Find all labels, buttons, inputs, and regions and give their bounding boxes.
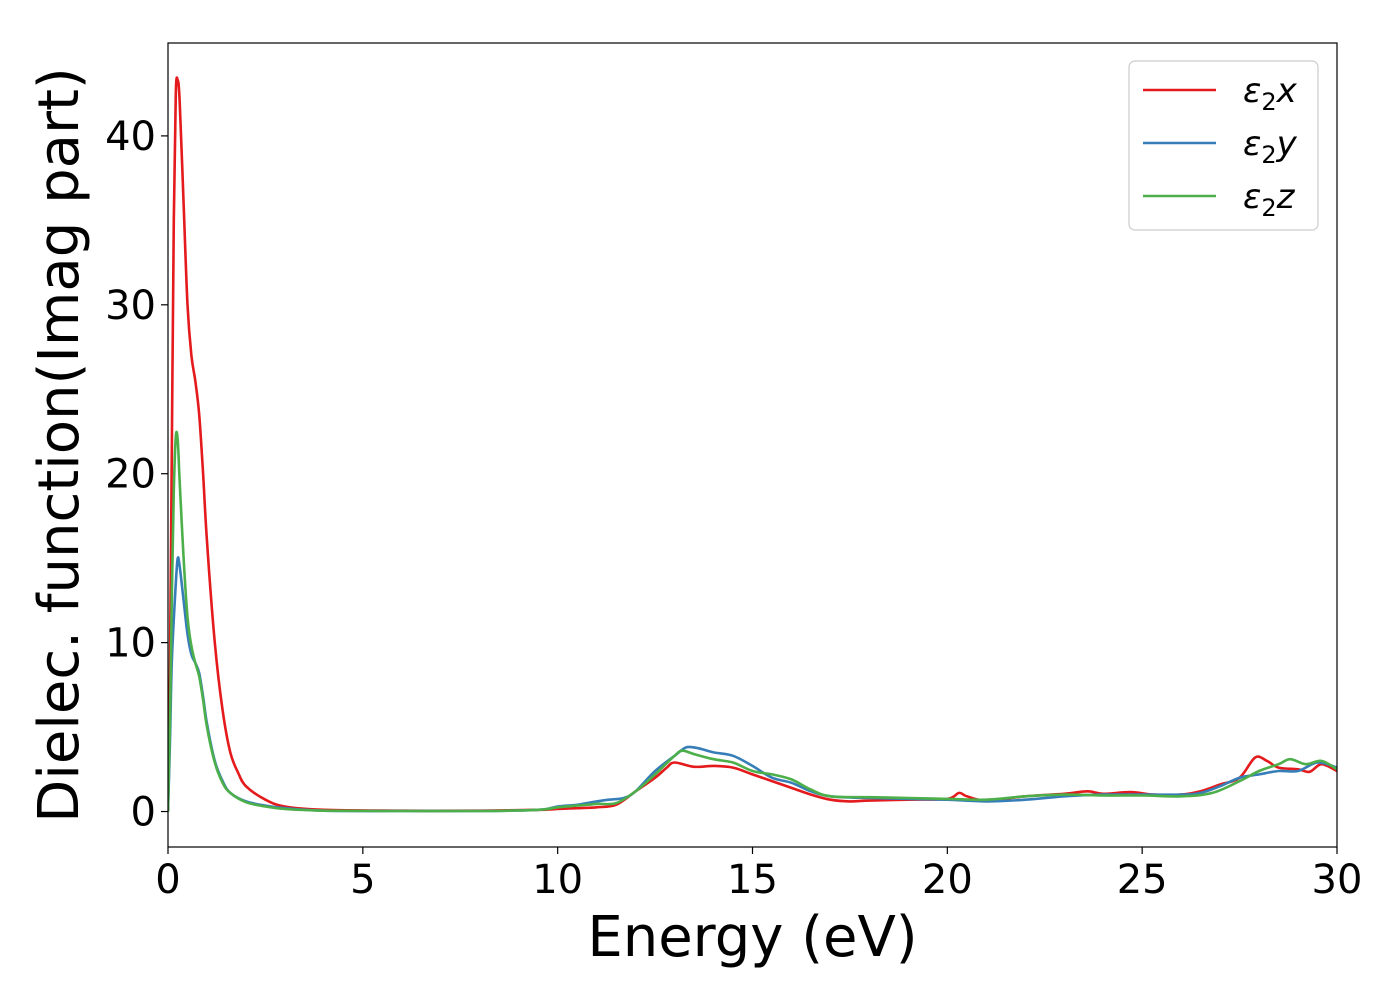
legend-box (1128, 60, 1319, 231)
legend-label: ε2y (1243, 124, 1298, 169)
legend-entry-x: ε2x (1143, 71, 1298, 116)
x-tick-label: 5 (350, 857, 375, 903)
x-tick-label: 0 (155, 857, 180, 903)
y-tick-label: 20 (105, 452, 156, 498)
x-tick-label: 20 (922, 857, 973, 903)
legend-label: ε2z (1243, 177, 1296, 222)
x-tick-label: 15 (727, 857, 778, 903)
legend: ε2x ε2y ε2z (1128, 60, 1319, 231)
y-tick-label: 0 (131, 790, 156, 836)
y-tick-label: 40 (105, 114, 156, 160)
series-line-z (168, 430, 1337, 813)
y-tick-label: 10 (105, 621, 156, 667)
x-axis-ticks: 0 5 10 15 20 25 30 (155, 847, 1362, 903)
x-tick-label: 30 (1312, 857, 1363, 903)
y-tick-label: 30 (105, 283, 156, 329)
legend-label: ε2x (1243, 71, 1298, 116)
x-axis-label: Energy (eV) (587, 905, 917, 970)
y-axis-ticks: 0 10 20 30 40 (105, 114, 168, 836)
series-layer (168, 76, 1337, 813)
legend-entry-y: ε2y (1143, 124, 1298, 169)
x-tick-label: 10 (532, 857, 583, 903)
legend-entry-z: ε2z (1143, 177, 1296, 222)
x-tick-label: 25 (1117, 857, 1168, 903)
y-axis-label: Dielec. function(Imag part) (27, 67, 92, 823)
